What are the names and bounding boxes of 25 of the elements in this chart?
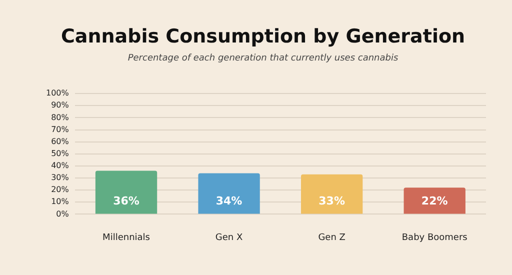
data-label: 33% bbox=[318, 194, 345, 208]
x-tick-label: Baby Boomers bbox=[402, 232, 468, 243]
chart-title: Cannabis Consumption by Generation bbox=[60, 25, 466, 48]
bar bbox=[198, 173, 260, 214]
y-tick-label: 50% bbox=[51, 148, 70, 158]
y-tick-label: 40% bbox=[51, 161, 70, 170]
y-tick-label: 80% bbox=[51, 112, 70, 122]
y-tick-label: 60% bbox=[51, 136, 70, 146]
x-tick-label: Gen X bbox=[215, 232, 243, 243]
y-tick-label: 70% bbox=[51, 124, 70, 134]
data-label: 34% bbox=[216, 194, 242, 208]
bar bbox=[300, 174, 363, 214]
x-tick-label: Millennials bbox=[102, 232, 150, 243]
bar bbox=[95, 170, 158, 214]
y-tick-label: 30% bbox=[51, 173, 70, 182]
data-label: 36% bbox=[113, 194, 140, 208]
y-tick-label: 90% bbox=[51, 100, 70, 110]
y-tick-label: 0% bbox=[56, 209, 70, 218]
data-label: 22% bbox=[421, 194, 448, 208]
chart-subtitle: Percentage of each generation that currently uses cannabis bbox=[128, 54, 398, 64]
y-tick-label: 100% bbox=[46, 88, 70, 98]
y-tick-label: 10% bbox=[51, 197, 70, 206]
bar bbox=[404, 188, 466, 214]
y-tick-label: 20% bbox=[51, 185, 70, 194]
x-tick-label: Gen Z bbox=[318, 232, 346, 243]
